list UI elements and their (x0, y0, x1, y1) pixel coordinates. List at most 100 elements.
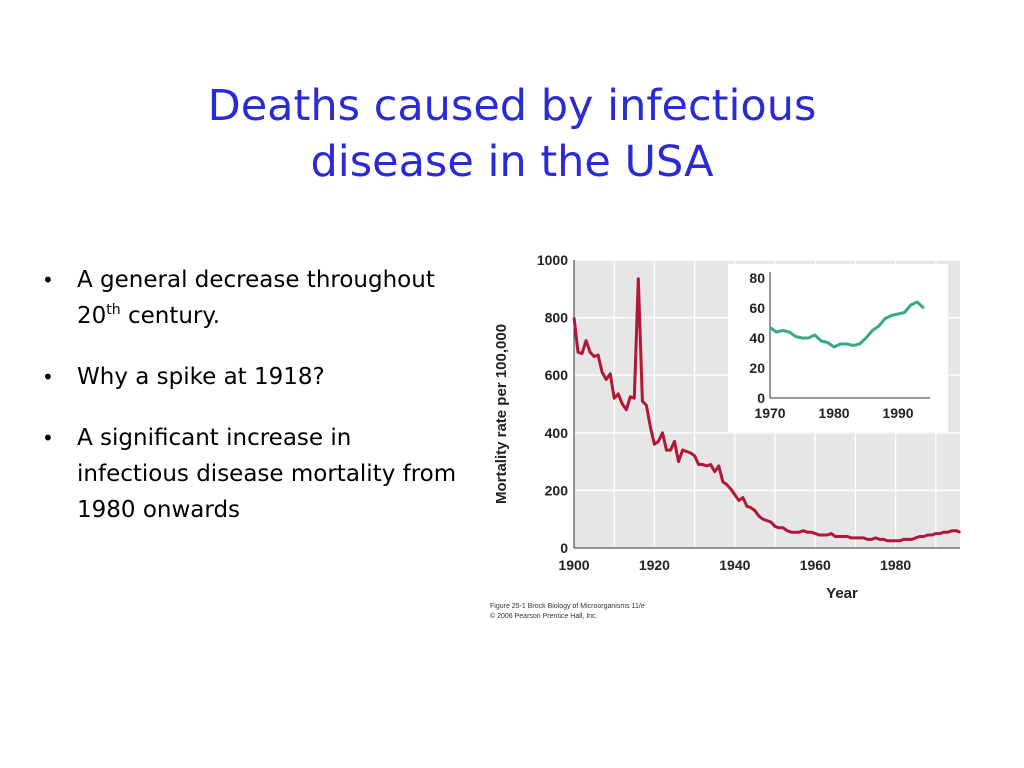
data-point (786, 529, 788, 532)
bullet-superscript: th (106, 302, 121, 318)
data-point (613, 397, 616, 400)
inset-data-point (878, 325, 880, 327)
data-point (625, 408, 628, 411)
data-point (597, 354, 599, 356)
data-point (778, 527, 780, 529)
data-point (649, 426, 652, 428)
inset-data-point (807, 337, 810, 339)
title-line-2: disease in the USA (310, 137, 714, 187)
data-point (621, 403, 624, 405)
slide-title: Deaths caused by infectious disease in t… (80, 78, 944, 190)
bullet-dot: • (42, 365, 54, 389)
data-point (947, 531, 949, 533)
inset-data-point (910, 304, 912, 306)
data-point (617, 393, 620, 395)
inset-data-point (775, 331, 778, 333)
data-point (874, 537, 877, 539)
data-point (645, 404, 648, 407)
data-point (605, 378, 607, 381)
data-point (665, 449, 668, 451)
inset-data-point (903, 311, 906, 314)
inset-data-point (769, 326, 771, 329)
data-point (750, 506, 752, 509)
data-point (854, 537, 857, 539)
inset-data-point (858, 343, 861, 345)
data-point (713, 470, 716, 473)
data-point (669, 449, 672, 451)
data-point (838, 535, 841, 538)
data-point (593, 355, 595, 358)
x-tick-label: 1920 (639, 557, 670, 573)
data-point (931, 534, 933, 536)
data-point (858, 537, 861, 539)
data-point (734, 493, 736, 496)
x-tick-label: 1980 (880, 557, 911, 573)
x-tick-label: 1900 (558, 557, 589, 573)
figure-credit-line: © 2006 Pearson Prentice Hall, Inc. (490, 612, 598, 620)
data-point (762, 518, 764, 520)
bullet-item: • A general decrease throughout 20th cen… (40, 262, 460, 334)
data-point (629, 396, 632, 398)
inset-y-tick-label: 0 (757, 390, 765, 406)
y-tick-label: 1000 (537, 252, 568, 268)
data-point (898, 540, 901, 542)
inset-data-point (820, 340, 822, 342)
data-point (918, 535, 921, 538)
data-point (657, 440, 660, 443)
data-point (806, 531, 809, 533)
data-point (717, 465, 720, 467)
data-point (746, 505, 748, 508)
figure-credit-line: Figure 25-1 Brock Biology of Microorgani… (490, 603, 645, 610)
inset-data-point (852, 344, 854, 347)
y-axis-title: Mortality rate per 100,000 (493, 324, 510, 504)
bullet-text-after: century. (120, 303, 221, 329)
data-point (802, 529, 804, 532)
data-point (742, 496, 744, 499)
data-point (709, 463, 712, 466)
inset-y-tick-label: 20 (749, 360, 765, 376)
inset-data-point (890, 314, 893, 317)
y-tick-label: 800 (545, 310, 569, 326)
bullet-text: A general decrease throughout 20 (77, 267, 435, 329)
data-point (653, 443, 656, 446)
data-point (693, 455, 696, 457)
data-point (890, 540, 893, 542)
bullet-text: Why a spike at 1918? (77, 364, 325, 390)
data-point (870, 538, 873, 541)
data-point (738, 499, 740, 502)
data-point (637, 277, 640, 280)
data-point (943, 531, 945, 533)
data-point (914, 537, 917, 539)
data-point (641, 400, 644, 402)
data-point (826, 534, 829, 536)
data-point (725, 483, 728, 486)
data-point (577, 351, 579, 353)
inset-data-point (865, 337, 867, 339)
y-tick-label: 400 (545, 425, 569, 441)
inset-data-point (922, 307, 925, 309)
inset-y-tick-label: 40 (749, 330, 765, 346)
data-point (939, 532, 941, 535)
data-point (697, 463, 700, 466)
data-point (842, 535, 845, 538)
data-point (601, 371, 603, 374)
data-point (798, 531, 800, 533)
inset-data-point (794, 335, 797, 338)
x-axis-title: Year (826, 585, 858, 602)
inset-data-point (788, 331, 790, 333)
inset-data-point (871, 329, 874, 332)
data-point (906, 538, 909, 541)
data-point (850, 537, 853, 539)
data-point (959, 531, 961, 533)
data-point (935, 532, 937, 535)
data-point (585, 339, 587, 342)
data-point (681, 449, 684, 451)
inset-data-point (826, 341, 829, 344)
data-point (766, 519, 768, 522)
data-point (822, 534, 825, 536)
data-point (951, 529, 953, 532)
inset-data-point (833, 346, 835, 348)
data-point (830, 532, 833, 535)
data-point (758, 515, 760, 518)
